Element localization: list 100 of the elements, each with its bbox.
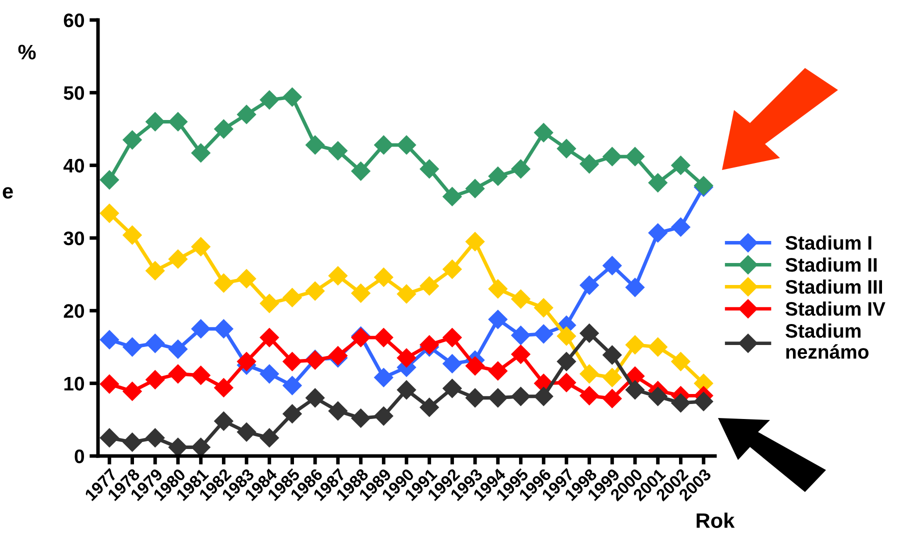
point: [396, 284, 416, 304]
y-tick-label: 30: [64, 231, 84, 246]
point: [260, 90, 279, 110]
point: [511, 344, 530, 364]
point: [580, 324, 599, 343]
point: [214, 412, 234, 431]
point: [260, 364, 279, 384]
point: [580, 154, 599, 174]
point: [214, 378, 234, 398]
point: [671, 393, 690, 412]
point: [556, 352, 576, 372]
point: [396, 135, 416, 155]
point: [488, 388, 508, 408]
point: [625, 147, 645, 166]
point: [442, 187, 462, 206]
point: [396, 348, 416, 368]
legend-label: Stadium I: [786, 235, 872, 250]
x-axis-title: Rok: [696, 512, 735, 528]
point: [328, 401, 348, 420]
point: [374, 268, 394, 287]
point: [602, 256, 622, 276]
point: [282, 376, 302, 396]
point: [191, 143, 210, 163]
y-tick-label: 10: [64, 376, 84, 391]
point: [442, 328, 462, 348]
point: [306, 282, 325, 301]
point: [488, 279, 508, 298]
point: [168, 364, 188, 384]
point: [146, 370, 165, 390]
point: [260, 294, 279, 313]
point: [466, 388, 485, 408]
point: [100, 204, 119, 223]
point: [122, 130, 142, 150]
point: [625, 278, 645, 297]
point: [214, 274, 234, 293]
point: [466, 179, 485, 198]
point: [694, 392, 714, 412]
point: [122, 337, 142, 357]
point: [260, 328, 279, 348]
point: [282, 352, 302, 372]
point: [168, 112, 188, 132]
point: [282, 288, 302, 308]
point: [648, 386, 668, 406]
point: [511, 386, 530, 406]
point: [374, 328, 394, 348]
point: [556, 373, 576, 392]
point: [282, 404, 302, 424]
point: [122, 432, 142, 452]
y-tick-label: 20: [64, 304, 84, 318]
point: [511, 159, 530, 178]
point: [442, 260, 462, 279]
point: [648, 337, 668, 357]
point: [146, 261, 165, 280]
point: [488, 166, 508, 186]
point: [100, 170, 119, 190]
y-tick-label: 40: [63, 158, 84, 173]
point: [602, 345, 622, 365]
point: [351, 408, 370, 428]
point: [351, 284, 370, 303]
point: [306, 135, 325, 155]
point: [602, 389, 622, 408]
legend-label: Stadium IV: [786, 302, 886, 316]
point: [237, 269, 256, 288]
point: [191, 237, 210, 256]
point: [625, 335, 645, 354]
point: [191, 366, 210, 385]
point: [648, 173, 668, 192]
point: [511, 290, 530, 309]
point: [282, 87, 302, 107]
point: [671, 352, 690, 372]
point: [146, 334, 165, 353]
point: [671, 156, 690, 175]
y-tick-label: 0: [74, 449, 84, 464]
point: [374, 406, 394, 426]
point: [556, 326, 576, 346]
point: [237, 104, 256, 124]
point: [488, 361, 508, 381]
point: [146, 112, 165, 132]
point: [466, 356, 485, 376]
point: [602, 147, 622, 166]
text: e: [2, 187, 13, 199]
point: [420, 398, 439, 417]
point: [488, 310, 508, 329]
y-tick-label: 50: [64, 86, 84, 100]
point: [237, 352, 256, 372]
point: [122, 382, 142, 401]
point: [191, 319, 210, 338]
point: [214, 319, 234, 338]
point: [396, 380, 416, 400]
point: [534, 324, 554, 344]
legend-label: Stadium neznámo: [786, 324, 869, 359]
point: [625, 380, 645, 400]
point: [168, 340, 188, 359]
point: [146, 428, 165, 448]
point: [580, 364, 599, 384]
point: [534, 298, 554, 318]
point: [306, 388, 325, 408]
point: [420, 276, 439, 296]
point: [328, 141, 348, 160]
point: [442, 354, 462, 374]
